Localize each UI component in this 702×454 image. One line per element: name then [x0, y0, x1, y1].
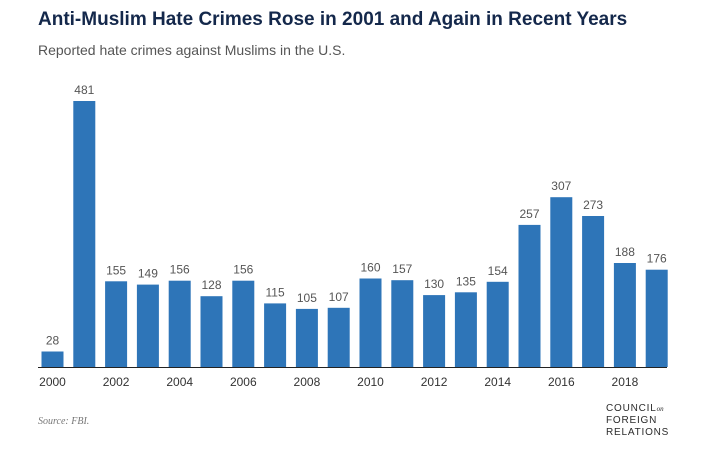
x-tick-2008: 2008 [294, 375, 321, 389]
bar-2000 [41, 351, 64, 367]
data-label-2004: 156 [170, 263, 190, 277]
bar-2014 [486, 281, 509, 367]
data-label-2003: 149 [138, 267, 158, 281]
x-tick-2004: 2004 [166, 375, 193, 389]
data-label-2009: 107 [329, 290, 349, 304]
data-label-2014: 154 [488, 264, 508, 278]
bar-2009 [327, 307, 350, 367]
x-tick-2006: 2006 [230, 375, 257, 389]
bar-2011 [391, 280, 414, 367]
x-tick-2010: 2010 [357, 375, 384, 389]
bar-2017 [582, 216, 605, 367]
bar-2019 [645, 269, 668, 367]
data-label-2001: 481 [74, 83, 94, 97]
bar-2015 [518, 224, 541, 367]
data-label-2017: 273 [583, 198, 603, 212]
data-label-2008: 105 [297, 291, 317, 305]
data-label-2002: 155 [106, 263, 126, 277]
bar-2008 [295, 308, 318, 367]
bar-2006 [232, 280, 255, 367]
x-tick-2012: 2012 [421, 375, 448, 389]
logo-line-council: COUNCIL [606, 403, 657, 414]
chart-title: Anti-Muslim Hate Crimes Rose in 2001 and… [38, 9, 628, 30]
cfr-logo: COUNCILon FOREIGN RELATIONS [606, 403, 669, 439]
data-label-2005: 128 [201, 278, 221, 292]
data-label-2019: 176 [647, 252, 667, 266]
logo-on: on [656, 405, 664, 413]
data-label-2007: 115 [266, 285, 285, 299]
x-tick-2018: 2018 [612, 375, 639, 389]
chart-subtitle: Reported hate crimes against Muslims in … [38, 42, 346, 58]
bar-2012 [423, 295, 446, 367]
data-label-2016: 307 [551, 179, 571, 193]
data-label-2012: 130 [424, 277, 444, 291]
data-label-2011: 157 [392, 262, 412, 276]
data-label-2013: 135 [456, 274, 476, 288]
data-label-2000: 28 [46, 334, 60, 348]
data-label-2006: 156 [233, 263, 253, 277]
source-note: Source: FBI. [38, 416, 90, 427]
bar-2001 [73, 101, 96, 367]
bar-2010 [359, 278, 382, 367]
bar-2018 [613, 263, 636, 367]
bar-2013 [454, 292, 477, 367]
logo-line-foreign: FOREIGN [606, 415, 658, 426]
data-label-2010: 160 [360, 261, 380, 275]
bar-2007 [264, 303, 287, 367]
bar-2005 [200, 296, 223, 367]
logo-line-relations: RELATIONS [606, 427, 670, 438]
bar-2016 [550, 197, 573, 367]
data-label-2018: 188 [615, 245, 635, 259]
bar-2004 [168, 280, 191, 367]
x-tick-2014: 2014 [484, 375, 511, 389]
data-label-2015: 257 [519, 207, 539, 221]
x-tick-2002: 2002 [103, 375, 130, 389]
x-tick-2000: 2000 [39, 375, 66, 389]
x-tick-2016: 2016 [548, 375, 575, 389]
bar-2002 [105, 281, 128, 367]
bar-2003 [136, 284, 159, 367]
